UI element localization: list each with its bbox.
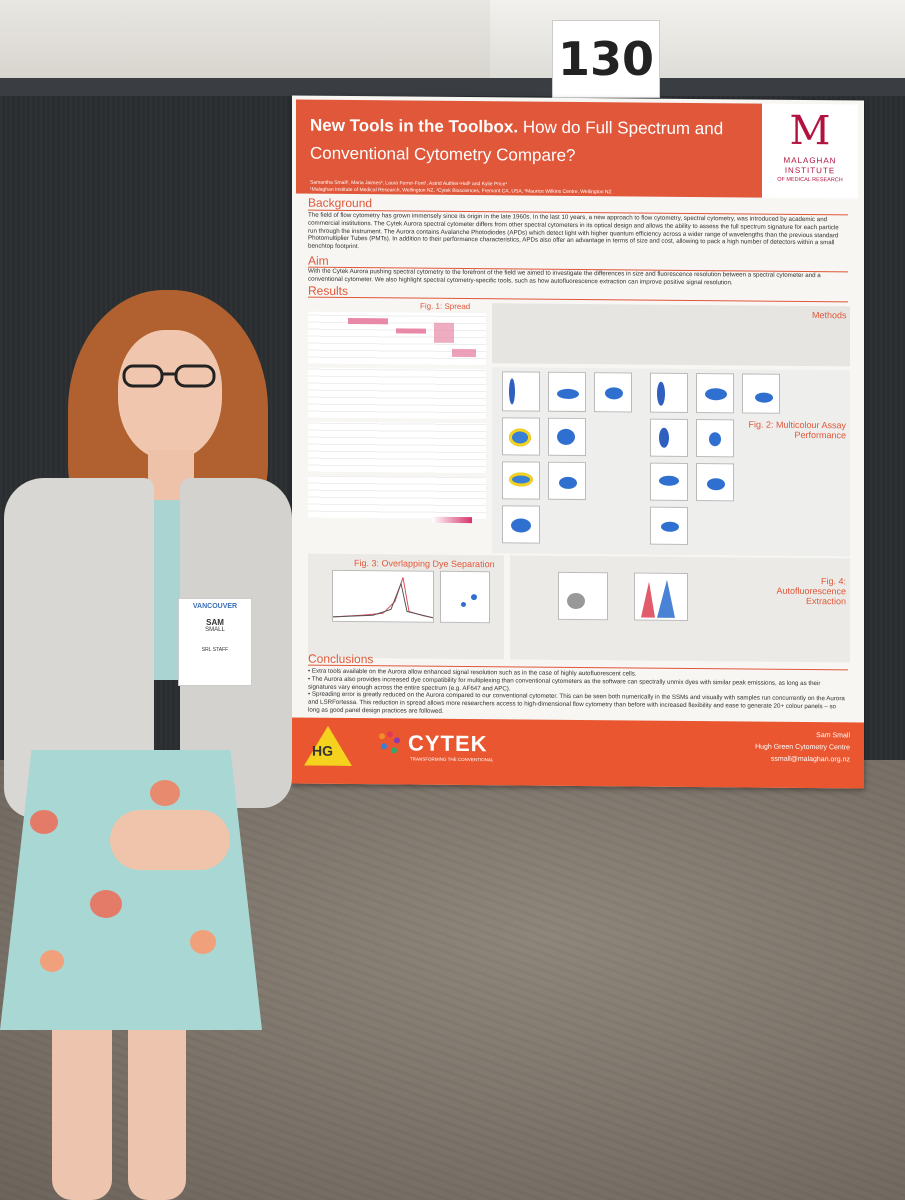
flower <box>40 950 64 972</box>
dot-plot <box>502 417 540 456</box>
leg-left <box>52 1010 112 1200</box>
spread-matrix-2 <box>308 367 486 420</box>
spectrum-lines <box>332 577 434 619</box>
af-scatter-plot <box>558 571 608 621</box>
methods-panel: Methods <box>492 303 850 367</box>
fig4-title: Fig. 4: Autofluorescence Extraction <box>776 576 846 607</box>
scatter-plot <box>440 570 490 624</box>
flower <box>150 780 180 806</box>
background-text: The field of flow cytometry has grown im… <box>308 211 839 251</box>
aim-text: With the Cytek Aurora pushing spectral c… <box>308 267 821 287</box>
leg-right <box>128 1010 186 1200</box>
credit-org: Hugh Green Cytometry Centre <box>755 743 850 752</box>
scientific-poster: New Tools in the Toolbox. How do Full Sp… <box>292 95 864 789</box>
credit-name: Sam Small <box>816 732 850 740</box>
cytek-logo: CYTEK <box>408 730 488 757</box>
conclusions-list: • Extra tools available on the Aurora al… <box>308 668 848 719</box>
conclusion-item: • Spreading error is greatly reduced on … <box>308 691 845 715</box>
name-badge: VANCOUVER SAM SMALL SRL STAFF <box>178 598 252 686</box>
fig3-title: Fig. 3: Overlapping Dye Separation <box>354 558 495 570</box>
dot-plot <box>742 373 780 414</box>
logo-letter: M <box>789 107 831 155</box>
spectrum-plot <box>332 569 434 623</box>
cytek-tagline: TRANSFORMING THE CONVENTIONAL <box>410 756 494 763</box>
badge-event: VANCOUVER <box>192 603 238 610</box>
poster-title-bold: New Tools in the Toolbox. <box>310 115 519 137</box>
background-heading: Background <box>308 195 373 211</box>
histogram-peaks <box>641 579 675 618</box>
malaghan-logo: M MALAGHAN INSTITUTE OF MEDICAL RESEARCH <box>762 103 858 199</box>
heat-cell <box>452 348 476 358</box>
dot-plot <box>650 418 688 457</box>
dot-plot <box>502 505 540 544</box>
fig2-title: Fig. 2: Multicolour Assay Performance <box>748 419 846 441</box>
dot-plot <box>650 462 688 501</box>
badge-role: SRL STAFF <box>201 647 229 653</box>
hg-logo-text: HG <box>312 742 333 759</box>
heat-cell <box>348 317 388 325</box>
clasped-hands <box>110 810 230 870</box>
poster-footer: HG CYTEK TRANSFORMING THE CONVENTIONAL S… <box>292 717 864 789</box>
divider <box>308 296 848 303</box>
flower <box>90 890 122 918</box>
poster-header: New Tools in the Toolbox. How do Full Sp… <box>296 99 762 198</box>
dot-plot <box>548 371 586 413</box>
poster-credit: Sam Small Hugh Green Cytometry Centre ss… <box>755 730 850 767</box>
face <box>118 330 222 460</box>
poster-title: New Tools in the Toolbox. How do Full Sp… <box>310 112 760 172</box>
spread-matrix-3 <box>308 421 486 474</box>
board-rail <box>0 78 905 96</box>
dot-plot <box>548 461 586 501</box>
poster-authors: Samantha Small¹, Maria Jaimes², Laura Fe… <box>310 180 760 198</box>
spread-matrix-4 <box>308 475 486 520</box>
dot-plot <box>502 371 540 412</box>
cytek-dots-icon <box>379 731 400 754</box>
flower <box>30 810 58 834</box>
presenter-person: VANCOUVER SAM SMALL SRL STAFF <box>0 290 300 1200</box>
glasses-icon <box>122 364 216 388</box>
flower <box>190 930 216 954</box>
dot-plot <box>696 373 734 414</box>
badge-name-last: SMALL <box>205 627 225 633</box>
dot-plot <box>650 506 688 545</box>
dot-plot <box>696 463 734 502</box>
booth-number-card: 130 <box>552 20 660 98</box>
dot-plot <box>696 419 734 458</box>
dot-plot <box>548 417 586 457</box>
logo-line3: OF MEDICAL RESEARCH <box>777 176 843 184</box>
dot-plot <box>650 372 688 413</box>
badge-name-first: SAM <box>206 618 224 627</box>
color-scale <box>432 516 472 524</box>
heat-cell <box>434 322 454 343</box>
fig1-title: Fig. 1: Spread <box>420 301 471 312</box>
conclusion-text: Spreading error is greatly reduced on th… <box>308 691 845 715</box>
dot-plot <box>594 372 632 413</box>
heat-cell <box>396 328 426 334</box>
histogram-plot <box>634 572 688 621</box>
floral-skirt <box>0 750 262 1030</box>
dot-plot <box>502 461 540 500</box>
spread-matrix-1 <box>308 311 486 366</box>
credit-email: ssmall@malaghan.org.nz <box>770 755 850 764</box>
methods-heading: Methods <box>812 310 847 321</box>
